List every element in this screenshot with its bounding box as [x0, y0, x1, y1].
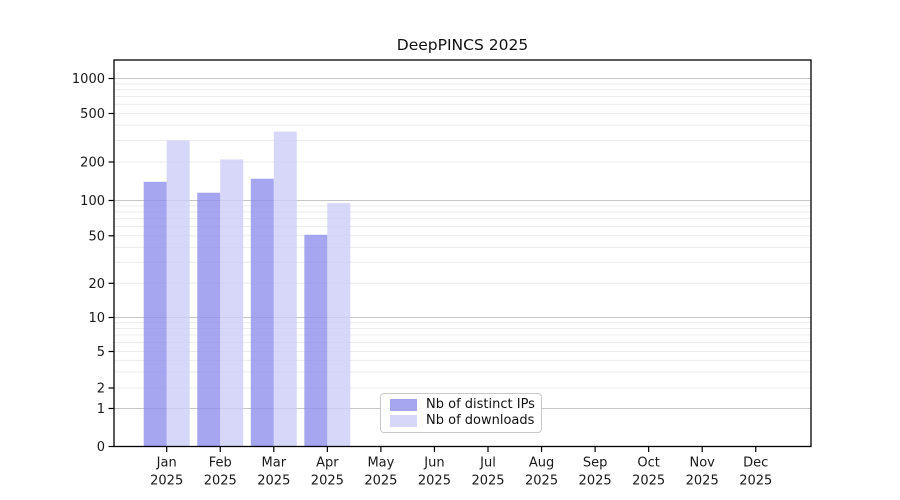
- legend-item-downloads: Nb of downloads: [390, 413, 535, 429]
- legend-item-distinct-ips: Nb of distinct IPs: [390, 397, 535, 413]
- x-tick-year-sep: 2025: [579, 474, 612, 489]
- x-tick-year-jun: 2025: [418, 474, 451, 489]
- x-tick-label-nov: Nov: [690, 456, 716, 471]
- legend-label-downloads: Nb of downloads: [426, 413, 535, 428]
- x-tick-year-may: 2025: [364, 474, 397, 489]
- bar-downloads-apr: [327, 203, 351, 447]
- x-tick-year-aug: 2025: [525, 474, 558, 489]
- y-tick-label-200: 200: [80, 156, 105, 171]
- legend-swatch-downloads: [390, 415, 417, 427]
- x-tick-year-mar: 2025: [257, 474, 290, 489]
- x-tick-year-feb: 2025: [204, 474, 237, 489]
- x-tick-label-sep: Sep: [583, 456, 608, 471]
- x-tick-label-apr: Apr: [316, 456, 339, 471]
- y-tick-label-20: 20: [88, 277, 105, 292]
- chart-title: DeepPINCS 2025: [396, 36, 529, 54]
- x-tick-year-dec: 2025: [739, 474, 772, 489]
- y-tick-label-5: 5: [97, 345, 105, 360]
- y-tick-label-1000: 1000: [72, 72, 105, 87]
- x-tick-year-apr: 2025: [311, 474, 344, 489]
- x-tick-label-jan: Jan: [156, 456, 177, 471]
- x-tick-label-dec: Dec: [743, 456, 768, 471]
- y-tick-label-0: 0: [97, 440, 105, 455]
- bar-distinct-ips-feb: [197, 192, 221, 447]
- x-tick-label-oct: Oct: [637, 456, 659, 471]
- x-tick-year-jan: 2025: [150, 474, 183, 489]
- legend: Nb of distinct IPs Nb of downloads: [380, 393, 542, 433]
- plot-frame: [113, 59, 812, 448]
- y-tick-label-50: 50: [88, 229, 105, 244]
- legend-label-distinct-ips: Nb of distinct IPs: [426, 397, 535, 412]
- bar-downloads-feb: [220, 159, 244, 447]
- x-tick-year-jul: 2025: [471, 474, 504, 489]
- x-tick-label-jul: Jul: [479, 456, 496, 471]
- x-tick-year-oct: 2025: [632, 474, 665, 489]
- y-tick-label-100: 100: [80, 194, 105, 209]
- bar-distinct-ips-apr: [304, 234, 328, 447]
- y-tick-label-10: 10: [88, 311, 105, 326]
- bar-downloads-jan: [166, 140, 190, 447]
- legend-swatch-distinct-ips: [390, 399, 417, 411]
- x-tick-label-may: May: [367, 456, 394, 471]
- y-tick-label-500: 500: [80, 107, 105, 122]
- x-tick-label-feb: Feb: [209, 456, 232, 471]
- y-tick-label-2: 2: [97, 382, 105, 397]
- y-tick-label-1: 1: [97, 402, 105, 417]
- bar-downloads-mar: [273, 131, 297, 447]
- bar-distinct-ips-mar: [250, 178, 274, 447]
- x-tick-label-mar: Mar: [262, 456, 287, 471]
- x-tick-year-nov: 2025: [686, 474, 719, 489]
- x-tick-label-aug: Aug: [529, 456, 554, 471]
- x-tick-label-jun: Jun: [423, 456, 444, 471]
- bar-distinct-ips-jan: [143, 181, 167, 447]
